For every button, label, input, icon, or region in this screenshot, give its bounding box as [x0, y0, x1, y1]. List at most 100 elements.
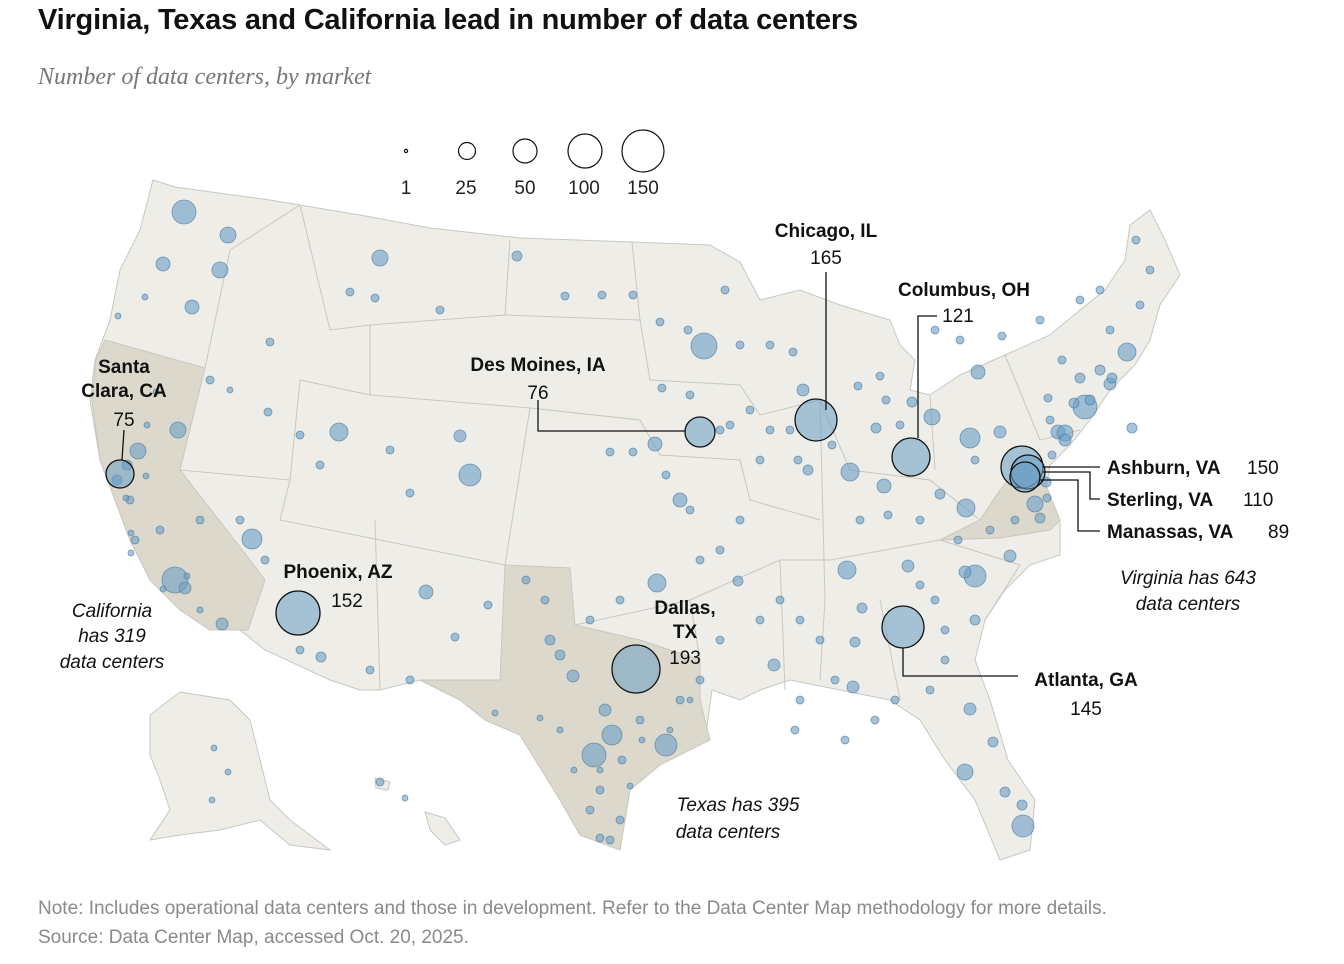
data-center-bubble	[654, 733, 678, 757]
data-center-bubble	[735, 340, 745, 350]
data-center-bubble	[875, 371, 885, 381]
data-center-bubble	[1131, 235, 1141, 245]
data-center-bubble	[635, 715, 645, 725]
label-columbus-name: Columbus, OH	[898, 280, 1030, 301]
data-center-bubble	[315, 460, 325, 470]
data-center-bubble	[1075, 295, 1085, 305]
data-center-bubble	[601, 724, 623, 746]
label-chicago-name: Chicago, IL	[775, 221, 878, 242]
data-center-bubble	[1117, 342, 1137, 362]
data-center-bubble	[605, 835, 615, 845]
data-center-bubble	[219, 226, 237, 244]
data-center-bubble	[1011, 814, 1035, 838]
data-center-bubble	[554, 649, 566, 661]
data-center-bubble	[226, 386, 234, 394]
data-center-bubble	[295, 645, 305, 655]
bubble-chicago[interactable]	[794, 398, 838, 442]
data-center-bubble	[930, 325, 940, 335]
data-center-bubble	[802, 464, 814, 476]
data-center-bubble	[755, 615, 765, 625]
bubble-atlanta[interactable]	[881, 605, 925, 649]
data-center-bubble	[211, 261, 229, 279]
data-center-bubble	[435, 305, 445, 315]
data-center-bubble	[1043, 393, 1053, 403]
hawaii-land	[374, 777, 461, 846]
data-center-bubble	[371, 249, 389, 267]
data-center-bubble	[715, 425, 725, 435]
data-center-bubble	[895, 420, 905, 430]
texas-state	[419, 564, 711, 851]
data-center-bubble	[130, 535, 140, 545]
data-center-bubble	[405, 675, 415, 685]
data-center-bubble	[930, 595, 940, 605]
data-center-bubble	[617, 755, 627, 765]
bubble-dallas[interactable]	[611, 644, 661, 694]
data-center-bubble	[560, 291, 570, 301]
data-center-bubble	[544, 634, 556, 646]
data-center-bubble	[205, 375, 215, 385]
data-center-bubble	[970, 455, 980, 465]
legend-circle-25	[457, 141, 477, 161]
data-center-bubble	[690, 332, 718, 360]
data-center-bubble	[657, 383, 667, 393]
data-center-bubble	[152, 388, 160, 396]
data-center-bubble	[775, 595, 785, 605]
data-center-bubble	[122, 494, 130, 502]
state-borders	[179, 204, 1081, 701]
data-center-bubble	[840, 462, 860, 482]
data-center-bubble	[329, 422, 349, 442]
small-data-center-bubbles	[111, 199, 1155, 845]
data-center-bubble	[846, 680, 860, 694]
data-center-bubble	[934, 488, 946, 500]
data-center-bubble	[628, 447, 638, 457]
data-center-bubble	[970, 364, 986, 380]
data-center-bubble	[129, 442, 147, 460]
data-center-bubble	[720, 285, 730, 295]
data-center-bubble	[940, 655, 950, 665]
data-center-bubble	[365, 665, 375, 675]
data-center-bubble	[142, 472, 150, 480]
data-center-bubble	[295, 430, 305, 440]
data-center-bubble	[1058, 433, 1072, 447]
data-center-bubble	[999, 786, 1011, 798]
data-center-bubble	[963, 702, 977, 716]
bubble-phoenix[interactable]	[275, 590, 321, 636]
data-center-bubble	[1045, 415, 1055, 425]
footer-note: Note: Includes operational data centers …	[38, 898, 1107, 919]
data-center-bubble	[655, 317, 665, 327]
data-center-bubble	[159, 585, 167, 593]
label-dallas-line2: TX	[673, 622, 698, 643]
data-center-bubble	[987, 736, 999, 748]
state-annotations: California has 319 data centers Texas ha…	[60, 568, 1257, 843]
label-desmoines-name: Des Moines, IA	[470, 355, 605, 376]
bubble-santa-clara[interactable]	[105, 459, 135, 489]
data-center-bubble	[732, 575, 744, 587]
data-center-bubble	[141, 293, 149, 301]
label-santaclara-count: 75	[113, 410, 134, 431]
data-center-bubble	[597, 290, 607, 300]
data-center-bubble	[450, 632, 460, 642]
data-center-bubble	[647, 436, 663, 452]
virginia-note-line1: Virginia has 643	[1120, 568, 1256, 589]
bubble-des-moines[interactable]	[684, 416, 716, 448]
label-phoenix-name: Phoenix, AZ	[283, 562, 392, 583]
footer-source: Source: Data Center Map, accessed Oct. 2…	[38, 927, 469, 948]
legend-label-25: 25	[455, 178, 476, 199]
bubble-columbus[interactable]	[891, 437, 931, 477]
data-center-bubble	[585, 805, 595, 815]
data-center-bubble	[241, 528, 263, 550]
data-center-bubble	[793, 455, 803, 465]
data-center-bubble	[605, 447, 615, 457]
label-ashburn-name: Ashburn, VA	[1107, 458, 1221, 479]
data-center-bubble	[595, 785, 605, 795]
data-center-bubble	[370, 293, 380, 303]
major-market-bubbles	[105, 398, 1046, 694]
data-center-bubble	[458, 463, 482, 487]
data-center-bubble	[840, 735, 850, 745]
legend-circle-1	[403, 148, 409, 154]
market-labels: Chicago, IL 165 Columbus, OH 121 Des Moi…	[81, 221, 1289, 720]
data-center-bubble	[1126, 422, 1138, 434]
data-center-bubble	[215, 617, 229, 631]
data-center-bubble	[184, 299, 200, 315]
bubble-manassas[interactable]	[1009, 461, 1041, 493]
